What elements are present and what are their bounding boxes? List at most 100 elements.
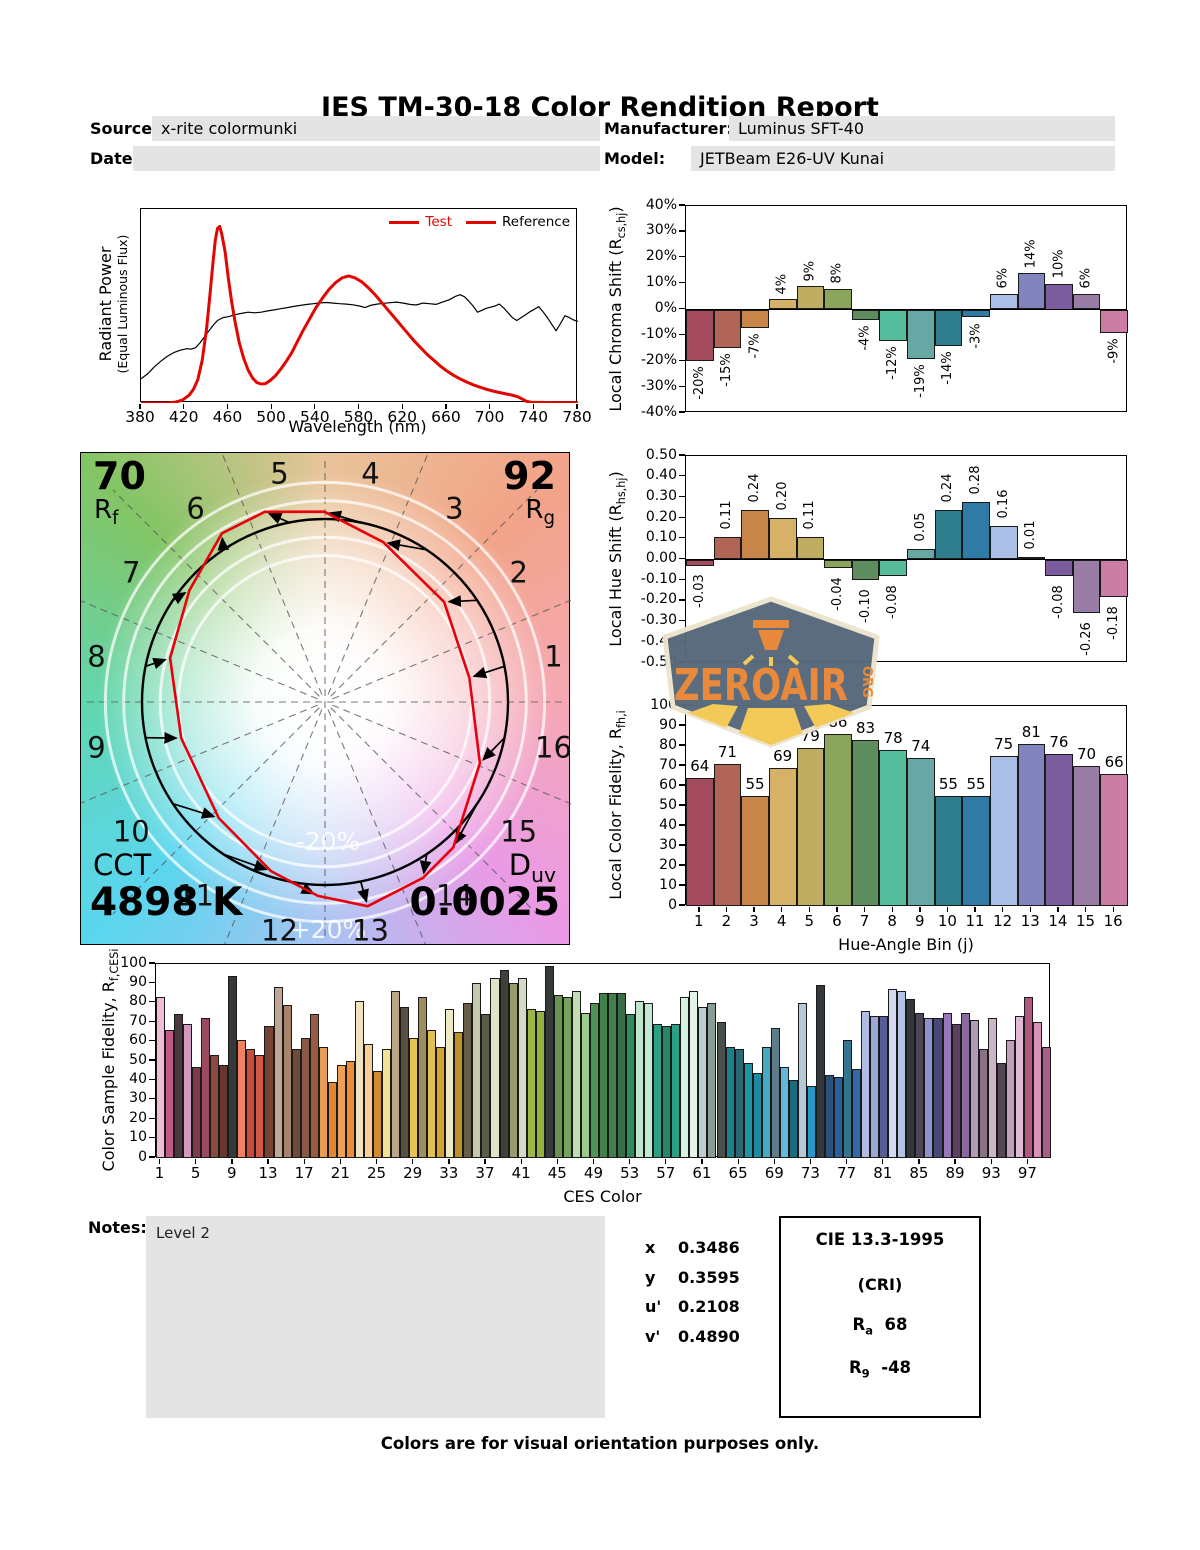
- bar-11: [962, 501, 990, 560]
- y-tick-label: 30: [129, 1090, 147, 1107]
- bin-label-5: 5: [270, 457, 288, 491]
- bar-32: [436, 1047, 446, 1158]
- x-tick-mark: [836, 907, 838, 912]
- bar-14: [273, 987, 283, 1158]
- y-tick-mark: [149, 1117, 155, 1119]
- duv-value: 0.0025: [409, 880, 561, 925]
- cct-label: CCT: [93, 848, 152, 882]
- bar-7: [851, 740, 880, 906]
- y-tick-label: 80: [659, 736, 677, 753]
- bar-8: [879, 309, 907, 341]
- bar-24: [363, 1043, 373, 1158]
- bar-71: [788, 1080, 798, 1158]
- model-label: Model:: [604, 149, 666, 168]
- y-tick-mark: [679, 516, 685, 518]
- bar-6: [201, 1018, 211, 1158]
- bar-91: [969, 1020, 979, 1158]
- y-tick-mark: [679, 620, 685, 622]
- bar-30: [418, 996, 428, 1158]
- bar-14: [1045, 559, 1073, 577]
- x-tick-mark: [375, 1159, 378, 1164]
- bar-value-label: 4%: [774, 273, 790, 295]
- shift-arrow: [482, 737, 506, 761]
- bar-53: [626, 1014, 636, 1158]
- spd-reference-curve: [140, 294, 579, 380]
- spoke: [81, 600, 318, 700]
- bar-11: [246, 1049, 256, 1158]
- spd-x-axis-label: Wavelength (nm): [288, 417, 427, 436]
- x-tick-label: 5: [804, 912, 815, 930]
- shift-arrow: [472, 665, 505, 679]
- y-tick-label: -10%: [640, 325, 677, 342]
- spd-legend: Test Reference: [389, 214, 570, 230]
- shift-arrow: [327, 510, 361, 524]
- bin-label-6: 6: [186, 491, 204, 525]
- x-tick-mark: [231, 1159, 233, 1164]
- bar-96: [1014, 1016, 1024, 1158]
- legend-line-swatch: [389, 220, 420, 224]
- notes-field: Level 2: [146, 1216, 605, 1418]
- bar-75: [824, 1074, 835, 1158]
- x-tick-mark: [891, 907, 893, 912]
- bar-46: [562, 996, 572, 1158]
- x-tick-mark: [445, 403, 447, 409]
- bar-28: [400, 1006, 410, 1158]
- bar-2: [713, 309, 742, 349]
- bar-value-label: 9%: [802, 260, 818, 282]
- bar-58: [671, 1024, 681, 1158]
- color-sample-fidelity-chart: 100 90 80 70 60 50 40 30 20 10 0 1 5 9 13 17 21 25 29 33 37 4…: [90, 949, 1100, 1208]
- bar-82: [888, 989, 898, 1158]
- bar-1: [686, 559, 714, 566]
- bar-value-label: 0.11: [719, 500, 735, 530]
- bar-6: [824, 288, 852, 310]
- bar-3: [174, 1014, 184, 1158]
- x-tick-mark: [737, 1159, 739, 1164]
- y-tick-label: 0.10: [645, 529, 677, 546]
- x-tick-label: 21: [330, 1164, 350, 1182]
- bar-8: [219, 1064, 229, 1158]
- bar-value-label: 0.20: [774, 481, 790, 511]
- bar-77: [843, 1039, 853, 1158]
- bar-43: [535, 1010, 545, 1158]
- spoke: [332, 599, 571, 700]
- x-tick-label: 25: [366, 1164, 387, 1182]
- bar-86: [924, 1018, 934, 1158]
- spoke: [81, 704, 318, 804]
- x-tick-label: 16: [1103, 912, 1123, 930]
- x-tick-mark: [698, 907, 700, 912]
- bar-value-label: -15%: [719, 353, 735, 388]
- bar-value-label: 0.24: [747, 473, 763, 503]
- y-tick-label: -20%: [640, 351, 677, 368]
- spoke: [112, 489, 320, 697]
- y-tick-label: 60: [129, 1032, 147, 1049]
- chromaticity-u-value: 0.2108: [678, 1297, 740, 1316]
- shift-arrow: [217, 536, 230, 551]
- x-tick-label: 53: [620, 1164, 640, 1182]
- rg-value: 92: [503, 454, 556, 498]
- y-tick-label: 0.30: [645, 487, 677, 504]
- y-tick-mark: [149, 1001, 155, 1003]
- x-tick-label: 2: [721, 912, 732, 930]
- bar-62: [707, 1002, 717, 1158]
- x-tick-label: 85: [909, 1164, 929, 1182]
- y-tick-mark: [149, 962, 155, 964]
- x-tick-label: 660: [431, 408, 461, 426]
- bar-88: [942, 1012, 952, 1158]
- bin-label-8: 8: [87, 640, 105, 674]
- x-tick-mark: [520, 1159, 522, 1164]
- bar-4: [768, 518, 797, 560]
- bar-25: [372, 1070, 382, 1158]
- bar-16: [1100, 309, 1128, 333]
- bar-8: [879, 750, 907, 906]
- y-tick-label: -40%: [640, 403, 677, 420]
- bar-57: [662, 1026, 672, 1158]
- percent-ring: [103, 480, 547, 924]
- x-tick-mark: [845, 1159, 848, 1164]
- x-tick-mark: [556, 1159, 558, 1164]
- bar-3: [741, 309, 769, 328]
- x-tick-mark: [183, 403, 185, 409]
- x-tick-label: 97: [1017, 1164, 1037, 1182]
- y-tick-mark: [679, 495, 685, 498]
- bin-label-4: 4: [361, 457, 379, 491]
- x-tick-mark: [946, 907, 949, 912]
